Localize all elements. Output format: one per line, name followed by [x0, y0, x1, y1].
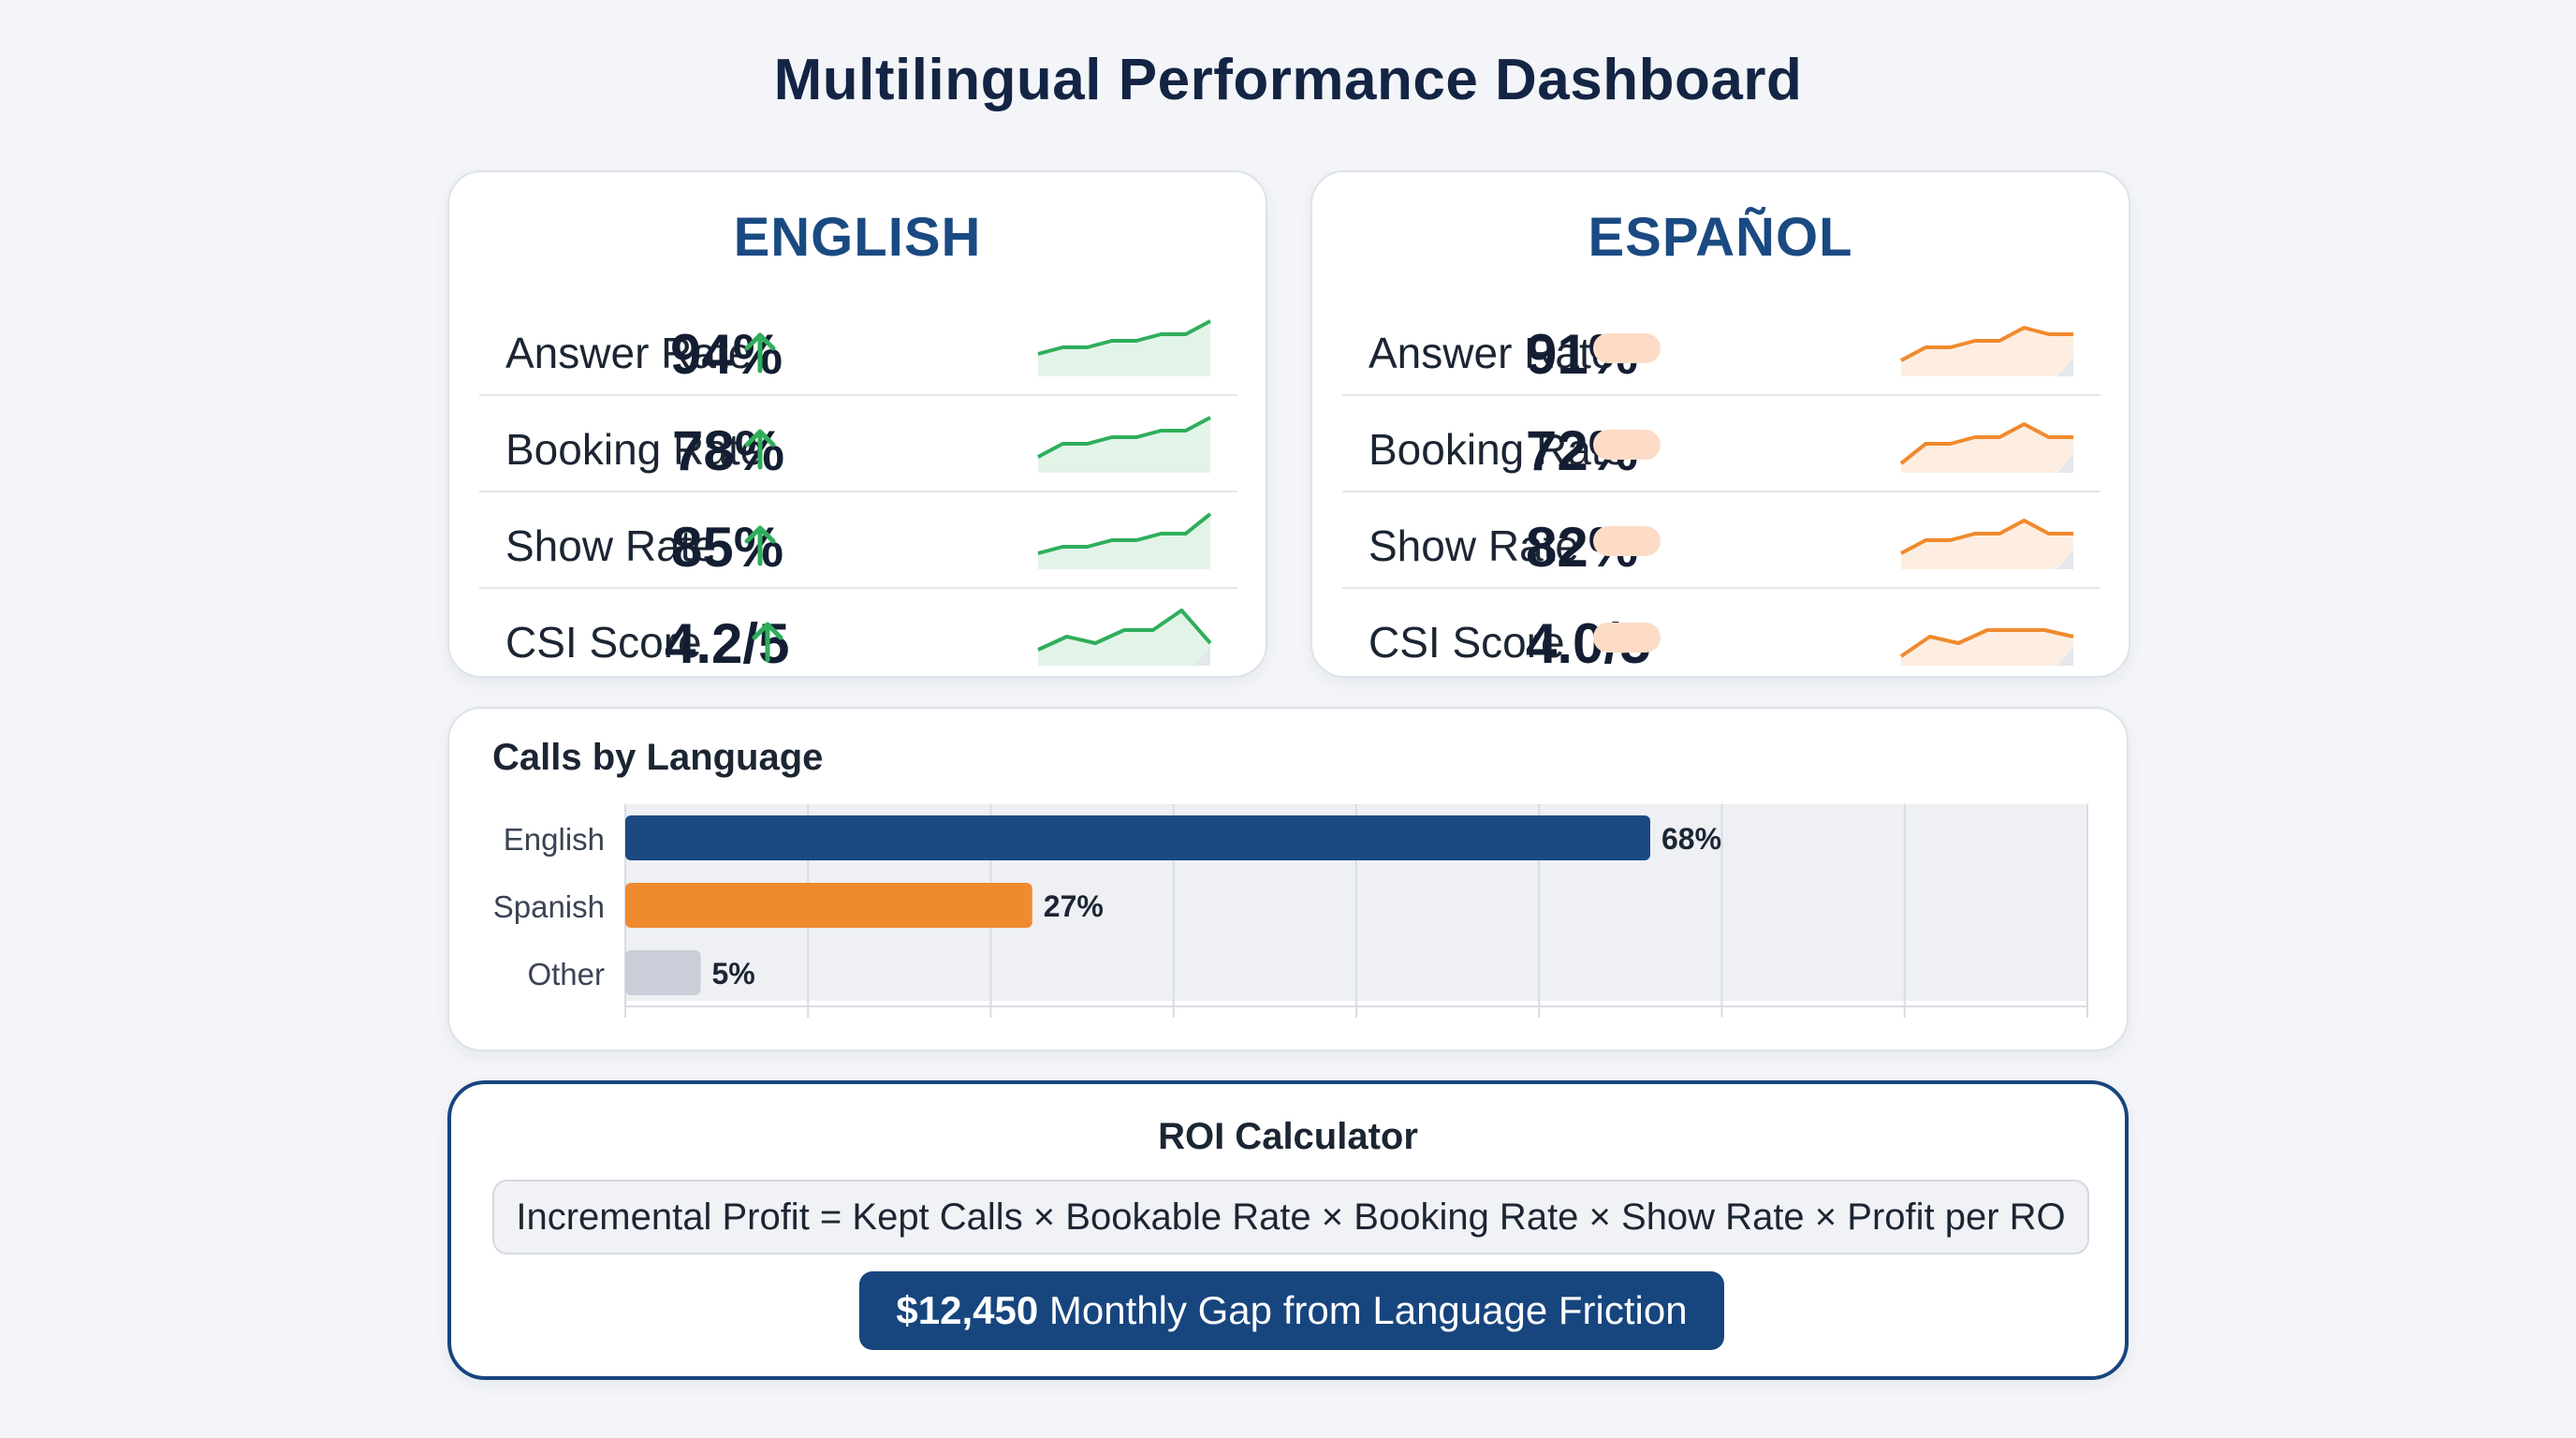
sparkline [1037, 319, 1211, 376]
sparkline-area [1901, 630, 2073, 666]
bar-english [625, 815, 1651, 860]
spanish-metrics-card: ESPAÑOL Answer Rate 91% Booking Rate 72% Sho… [1310, 170, 2130, 678]
neutral-pill-icon [1593, 623, 1661, 653]
metric-label: Booking Rate [1368, 425, 1628, 474]
sparkline [1037, 512, 1212, 569]
metric-label: Booking Rate [505, 425, 765, 474]
sparkline-area [1901, 521, 2073, 569]
sparkline [1900, 519, 2073, 569]
sparkline-line [1037, 609, 1212, 652]
metric-row: Answer Rate 91% [1342, 300, 2100, 396]
sparkline-tail [2057, 647, 2073, 666]
metric-label: Answer Rate [1368, 329, 1616, 377]
sparkline [1037, 609, 1212, 666]
gap-amount: $12,450 [896, 1288, 1039, 1332]
neutral-pill-icon [1593, 430, 1661, 460]
metric-row: Answer Rate 94% [479, 300, 1237, 396]
metric-value: 85% [671, 516, 784, 579]
arrow-up-icon [744, 525, 776, 566]
spanish-card-title: ESPAÑOL [1588, 207, 1853, 268]
arrow-up-icon [752, 622, 783, 663]
metric-value: 78% [672, 419, 785, 482]
sparkline [1899, 628, 2074, 666]
sparkline-line [1037, 512, 1212, 555]
metric-label: Answer Rate [505, 329, 753, 377]
sparkline-line [1899, 422, 2073, 465]
metric-row: CSI Score 4.2/5 [479, 589, 1237, 685]
metric-row: Show Rate 85% [479, 492, 1237, 589]
sparkline-line [1037, 416, 1211, 459]
category-label: Spanish [493, 889, 605, 924]
roi-title: ROI Calculator [1158, 1116, 1418, 1157]
metric-row: Booking Rate 78% [479, 396, 1237, 492]
calls-chart-title: Calls by Language [492, 737, 824, 778]
metric-label: CSI Score [1368, 618, 1565, 667]
bar-spanish [625, 883, 1032, 928]
sparkline-tail [2057, 454, 2073, 473]
metric-row: Show Rate 82% [1342, 492, 2100, 589]
sparkline-line [1900, 326, 2073, 362]
page-title: Multilingual Performance Dashboard [773, 48, 1803, 112]
gap-text: Monthly Gap from Language Friction [1048, 1288, 1688, 1332]
sparkline-tail [1194, 647, 1210, 666]
arrow-up-icon [744, 429, 776, 470]
bar-value-label: 5% [712, 957, 755, 990]
sparkline-tail [2057, 550, 2073, 569]
arrow-up-icon [744, 332, 776, 374]
category-label: Other [527, 957, 605, 991]
sparkline-area [1038, 610, 1210, 666]
metric-label: Show Rate [505, 521, 717, 570]
metric-value: 94% [670, 323, 783, 386]
bar-value-label: 27% [1044, 889, 1104, 923]
sparkline-tail [2057, 358, 2073, 376]
roi-formula: Incremental Profit = Kept Calls × Bookab… [492, 1180, 2089, 1255]
neutral-pill-icon [1593, 526, 1661, 556]
metric-row: CSI Score 4.0/5 [1342, 589, 2100, 685]
metric-label: Show Rate [1368, 521, 1580, 570]
sparkline [1037, 416, 1211, 473]
sparkline-line [1037, 319, 1211, 356]
sparkline-area [1901, 328, 2073, 376]
bar-value-label: 68% [1661, 822, 1721, 856]
english-card-title: ENGLISH [733, 207, 982, 268]
sparkline [1899, 422, 2073, 473]
sparkline-line [1899, 628, 2074, 658]
category-label: English [504, 822, 605, 857]
sparkline [1900, 326, 2073, 376]
monthly-gap-badge: $12,450 Monthly Gap from Language Fricti… [859, 1271, 1724, 1350]
bar-other [625, 950, 701, 995]
sparkline-area [1901, 424, 2073, 473]
english-metrics-card: ENGLISH Answer Rate 94% Booking Rate 78% Sho… [447, 170, 1267, 678]
metric-label: CSI Score [505, 618, 702, 667]
calls-by-language-card: Calls by Language English 68% Spanish 27% Ot… [447, 707, 2129, 1051]
calls-by-language-chart: English 68% Spanish 27% Other 5% [493, 804, 2088, 1018]
sparkline-line [1900, 519, 2073, 555]
neutral-pill-icon [1593, 333, 1661, 363]
roi-calculator-card: ROI Calculator Incremental Profit = Kept… [447, 1080, 2129, 1380]
metric-row: Booking Rate 72% [1342, 396, 2100, 492]
